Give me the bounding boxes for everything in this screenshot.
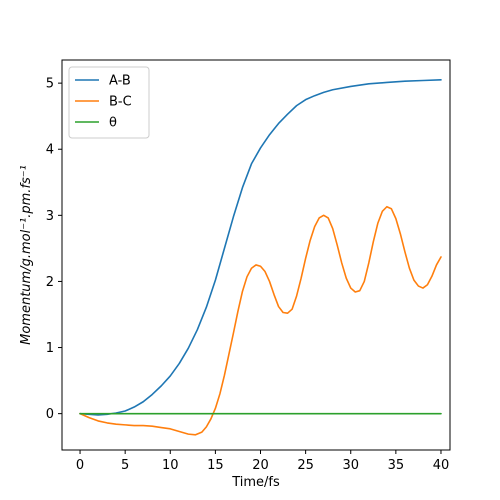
- axes-layer: 0 5 10 15 20 25 30 35 40 0 1 2 3 4 5: [46, 59, 451, 473]
- x-tick-label: 0: [76, 458, 84, 473]
- x-tick-label: 25: [297, 458, 314, 473]
- x-tick-label: 30: [342, 458, 359, 473]
- x-axis-label: Time/fs: [231, 475, 280, 490]
- y-axis-label: Momentum/g.mol⁻¹.pm.fs⁻¹: [19, 165, 34, 345]
- legend: A-B B-C θ: [68, 66, 150, 139]
- legend-frame: [68, 66, 150, 139]
- y-tick-label: 0: [46, 407, 54, 422]
- legend-label: θ: [109, 116, 117, 131]
- x-tick-label: 5: [121, 458, 129, 473]
- y-tick-label: 2: [46, 275, 54, 290]
- x-tick-label: 35: [388, 458, 405, 473]
- x-tick-label: 10: [162, 458, 179, 473]
- x-tick-label: 15: [207, 458, 224, 473]
- y-tick-label: 3: [46, 209, 54, 224]
- y-tick-label: 5: [46, 77, 54, 92]
- x-tick-label: 20: [252, 458, 269, 473]
- series-line-2: [79, 205, 442, 436]
- y-tick-label: 4: [46, 143, 54, 158]
- legend-label: A-B: [109, 74, 131, 89]
- plot-frame: [61, 59, 451, 451]
- x-tick-label: 40: [433, 458, 450, 473]
- legend-label: B-C: [109, 95, 132, 110]
- y-tick-label: 1: [46, 341, 54, 356]
- series-line-1: [79, 79, 442, 416]
- series-layer: [79, 79, 442, 436]
